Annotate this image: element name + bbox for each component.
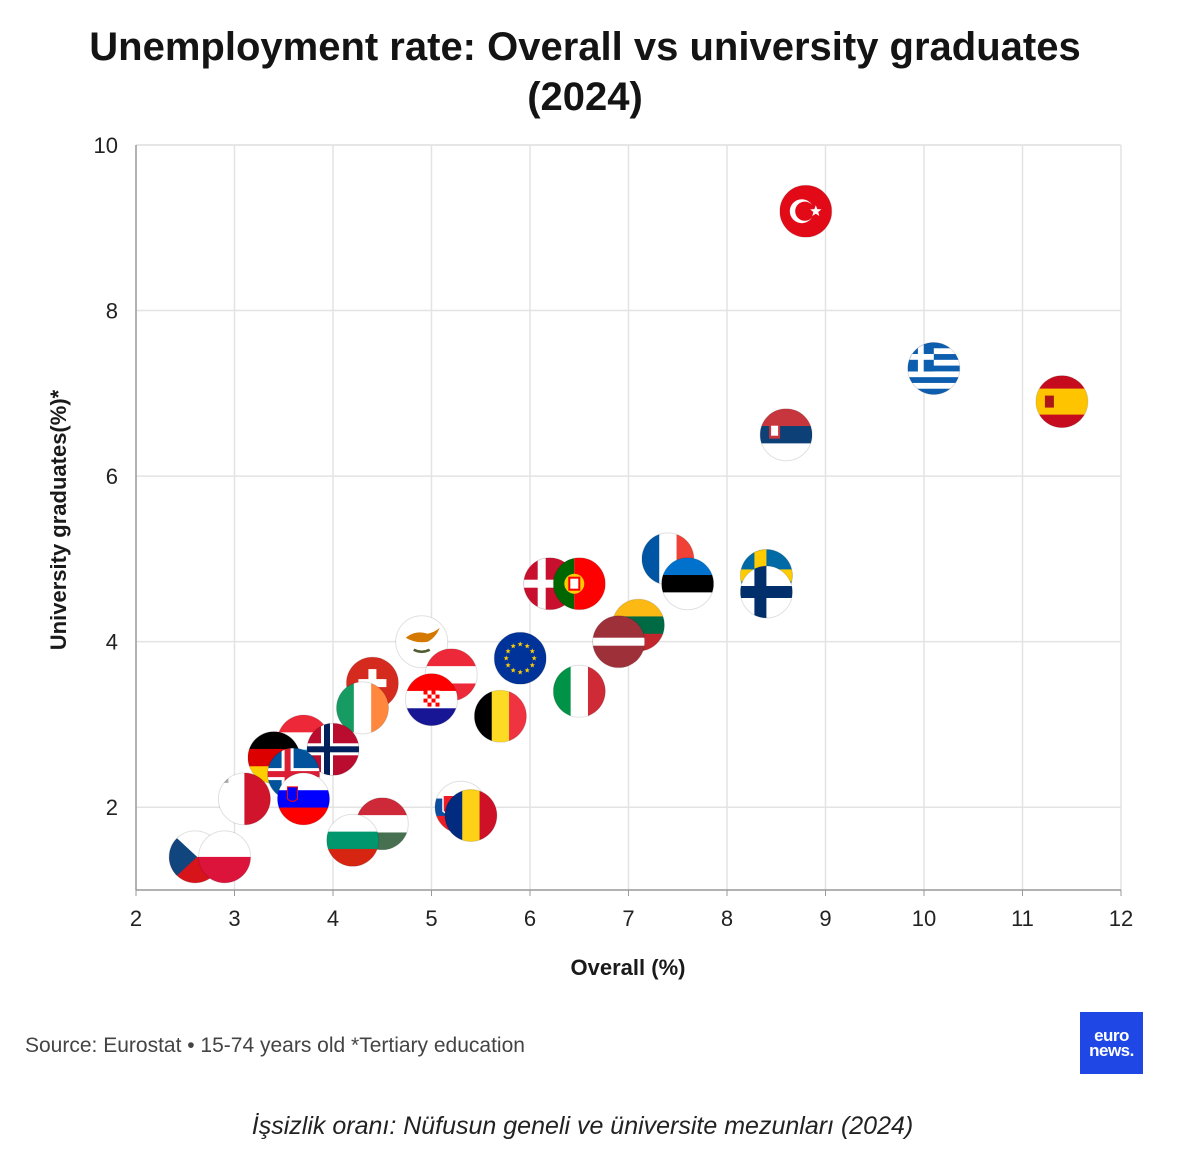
chart-title: Unemployment rate: Overall vs university… — [89, 25, 1081, 119]
y-tick-label: 10 — [94, 133, 118, 158]
data-point-ie-flag: Ireland: 4.3, 3.2 — [336, 681, 389, 735]
data-point-hr-flag: Croatia: 5, 3.3 — [405, 673, 458, 727]
x-tick-label: 3 — [228, 906, 240, 931]
x-tick-label: 6 — [524, 906, 536, 931]
x-tick-labels: 2 3 4 5 6 7 8 9 10 11 12 — [130, 906, 1133, 931]
logo-line-1: euro — [1094, 1026, 1129, 1045]
x-tick-label: 12 — [1109, 906, 1133, 931]
data-point-tr-flag: Türkiye: 8.8, 9.2 — [779, 184, 833, 238]
data-point-mt-flag: Malta: 3.1, 2.1 — [217, 772, 271, 826]
logo-line-2: news. — [1089, 1041, 1134, 1060]
x-tick-label: 7 — [622, 906, 634, 931]
data-point-si-flag: Slovenia: 3.7, 2.1 — [277, 772, 330, 826]
data-point-eu-flag: European Union: 5.9, 3.8 — [493, 631, 547, 685]
y-tick-label: 8 — [106, 299, 118, 324]
data-points: Türkiye: 8.8, 9.2 Greece: 10.1, 7.3 Spain:… — [168, 184, 1089, 884]
data-point-rs-flag: Serbia: 8.6, 6.5 — [759, 408, 813, 462]
data-point-be-flag: Belgium: 5.7, 3.1 — [473, 689, 527, 743]
y-axis-label: University graduates(%)* — [46, 389, 71, 650]
y-tick-labels: 2 4 6 8 10 — [94, 133, 118, 820]
scatter-chart: 2 3 4 5 6 7 8 9 10 11 12 2 4 6 8 10 Türkiye: 8.8, 9.2 G… — [46, 133, 1133, 980]
x-axis-label: Overall (%) — [571, 955, 686, 980]
x-tick-label: 4 — [327, 906, 339, 931]
x-tick-label: 5 — [425, 906, 437, 931]
data-point-pt-flag: Portugal: 6.5, 4.7 — [552, 557, 606, 611]
x-tick-label: 9 — [819, 906, 831, 931]
x-tick-label: 2 — [130, 906, 142, 931]
euronews-logo: euro news. — [1080, 1012, 1143, 1074]
data-point-ee-flag: Estonia: 7.6, 4.7 — [661, 557, 715, 611]
data-point-gr-flag: Greece: 10.1, 7.3 — [907, 342, 961, 395]
data-point-pl-flag: Poland: 2.9, 1.4 — [198, 830, 252, 884]
source-note: Source: Eurostat • 15-74 years old *Tert… — [25, 1034, 525, 1057]
x-tick-label: 11 — [1011, 906, 1034, 931]
y-tick-label: 4 — [106, 630, 118, 655]
data-point-lv-flag: Latvia: 6.9, 4 — [592, 615, 646, 669]
turkish-caption: İşsizlik oranı: Nüfusun geneli ve üniver… — [251, 1112, 914, 1140]
data-point-it-flag: Italy: 6.5, 3.4 — [552, 664, 606, 718]
y-tick-label: 6 — [106, 464, 118, 489]
data-point-es-flag: Spain: 11.4, 6.9 — [1035, 375, 1089, 429]
data-point-fi-flag: Finland: 8.4, 4.6 — [739, 565, 793, 619]
axes — [135, 145, 1122, 896]
data-point-ro-flag: Romania: 5.4, 1.9 — [444, 789, 498, 842]
x-tick-label: 8 — [721, 906, 733, 931]
x-tick-label: 10 — [912, 906, 936, 931]
y-tick-label: 2 — [106, 795, 118, 820]
data-point-bg-flag: Bulgaria: 4.2, 1.6 — [326, 813, 380, 867]
